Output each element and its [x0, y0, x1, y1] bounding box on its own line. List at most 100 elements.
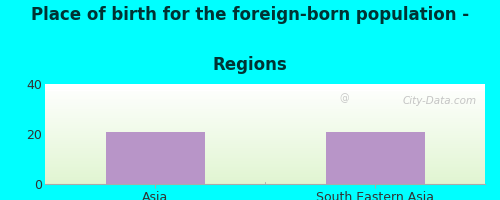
Bar [45, 149, 485, 150]
Bar [45, 89, 485, 90]
Bar [45, 136, 485, 137]
Bar [45, 174, 485, 175]
Bar [45, 116, 485, 117]
Bar [45, 106, 485, 107]
Bar [45, 148, 485, 149]
Bar [45, 93, 485, 94]
Bar [326, 132, 424, 184]
Bar [45, 121, 485, 122]
Bar [45, 129, 485, 130]
Bar [45, 183, 485, 184]
Text: City-Data.com: City-Data.com [402, 96, 476, 106]
Text: Regions: Regions [212, 56, 288, 74]
Bar [45, 87, 485, 88]
Bar [45, 120, 485, 121]
Bar [45, 180, 485, 181]
Bar [45, 119, 485, 120]
Bar [45, 128, 485, 129]
Bar [45, 140, 485, 141]
Bar [45, 163, 485, 164]
Bar [45, 156, 485, 157]
Bar [45, 131, 485, 132]
Bar [45, 165, 485, 166]
Bar [45, 166, 485, 167]
Bar [45, 95, 485, 96]
Bar [45, 94, 485, 95]
Bar [45, 123, 485, 124]
Bar [45, 143, 485, 144]
Bar [45, 153, 485, 154]
Bar [45, 102, 485, 103]
Bar [45, 134, 485, 135]
Bar [45, 150, 485, 151]
Bar [45, 164, 485, 165]
Bar [45, 160, 485, 161]
Bar [45, 151, 485, 152]
Bar [106, 132, 204, 184]
Bar [45, 90, 485, 91]
Bar [45, 152, 485, 153]
Bar [45, 92, 485, 93]
Bar [45, 142, 485, 143]
Bar [45, 86, 485, 87]
Bar [45, 157, 485, 158]
Bar [45, 102, 485, 103]
Bar [45, 135, 485, 136]
Bar [45, 147, 485, 148]
Bar [45, 96, 485, 97]
Bar [45, 125, 485, 126]
Bar [45, 105, 485, 106]
Bar [45, 138, 485, 139]
Bar [45, 88, 485, 89]
Bar [45, 114, 485, 115]
Bar [45, 118, 485, 119]
Bar [45, 170, 485, 171]
Bar [45, 145, 485, 146]
Bar [45, 182, 485, 183]
Bar [45, 161, 485, 162]
Bar [45, 158, 485, 159]
Bar [45, 179, 485, 180]
Bar [45, 122, 485, 123]
Bar [45, 110, 485, 111]
Text: Place of birth for the foreign-born population -: Place of birth for the foreign-born popu… [31, 6, 469, 24]
Bar [45, 126, 485, 127]
Bar [45, 103, 485, 104]
Bar [45, 100, 485, 101]
Bar [45, 162, 485, 163]
Bar [45, 137, 485, 138]
Bar [45, 144, 485, 145]
Bar [45, 98, 485, 99]
Bar [45, 176, 485, 177]
Bar [45, 85, 485, 86]
Bar [45, 173, 485, 174]
Bar [45, 112, 485, 113]
Bar [45, 124, 485, 125]
Bar [45, 169, 485, 170]
Bar [45, 91, 485, 92]
Bar [45, 127, 485, 128]
Bar [45, 175, 485, 176]
Bar [45, 115, 485, 116]
Bar [45, 181, 485, 182]
Bar [45, 132, 485, 133]
Bar [45, 141, 485, 142]
Bar [45, 171, 485, 172]
Bar [45, 168, 485, 169]
Bar [45, 101, 485, 102]
Bar [45, 159, 485, 160]
Bar [45, 107, 485, 108]
Bar [45, 172, 485, 173]
Bar [45, 111, 485, 112]
Bar [45, 177, 485, 178]
Bar [45, 178, 485, 179]
Bar [45, 109, 485, 110]
Bar [45, 130, 485, 131]
Bar [45, 117, 485, 118]
Bar [45, 154, 485, 155]
Bar [45, 97, 485, 98]
Text: @: @ [339, 93, 348, 103]
Bar [45, 133, 485, 134]
Bar [45, 139, 485, 140]
Bar [45, 155, 485, 156]
